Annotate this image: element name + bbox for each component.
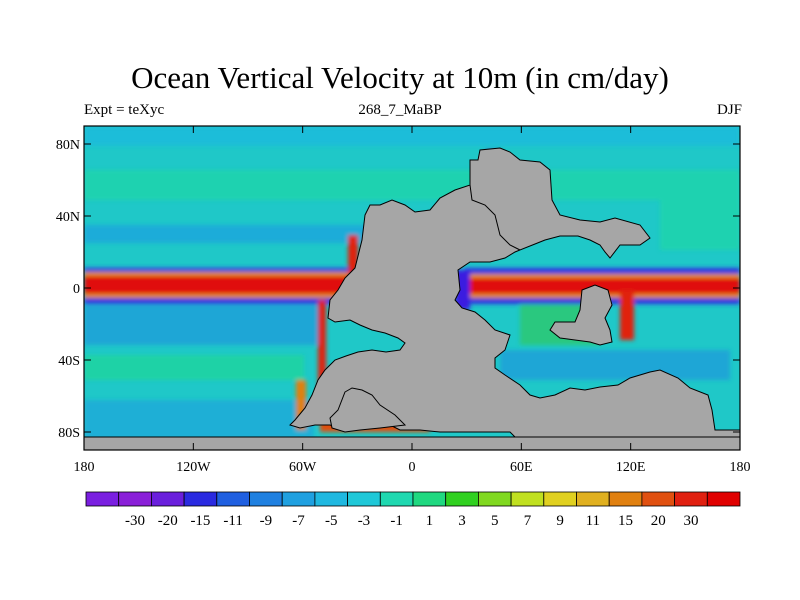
map-field <box>84 126 740 450</box>
colorbar-label: 5 <box>491 513 499 529</box>
colorbar-swatch <box>249 491 283 507</box>
colorbar-label: 30 <box>683 513 698 529</box>
lon-tick-label: 120W <box>176 460 211 475</box>
lon-tick-label: 180 <box>74 460 95 475</box>
lon-tick-label: 0 <box>409 460 416 475</box>
colorbar <box>85 491 741 507</box>
colorbar-label: -9 <box>260 513 273 529</box>
colorbar-labels: -30 -20 -15 -11 -9 -7 -5 -3 -1 1 3 5 7 9 11 15 20 30 <box>125 513 698 529</box>
lon-tick-label: 60E <box>510 460 533 475</box>
colorbar-label: 11 <box>586 513 600 529</box>
colorbar-swatch <box>314 491 348 507</box>
colorbar-label: -15 <box>190 513 210 529</box>
colorbar-label: 20 <box>651 513 666 529</box>
colorbar-label: -3 <box>358 513 371 529</box>
colorbar-swatch <box>706 491 741 507</box>
pangaea-landmass <box>289 147 740 438</box>
colorbar-swatch <box>347 491 381 507</box>
lat-tick-label: 80S <box>58 426 80 441</box>
colorbar-swatch <box>183 491 218 507</box>
colorbar-swatch <box>150 491 185 507</box>
colorbar-swatch <box>281 491 316 507</box>
colorbar-label: -5 <box>325 513 338 529</box>
colorbar-swatch <box>608 491 643 507</box>
colorbar-label: -1 <box>390 513 403 529</box>
antarctic-fragment <box>329 387 407 433</box>
east-landmass <box>549 284 613 346</box>
experiment-label: Expt = teXyc <box>84 102 165 118</box>
colorbar-label: 9 <box>556 513 564 529</box>
colorbar-swatch <box>576 491 610 507</box>
colorbar-label: -7 <box>292 513 305 529</box>
colorbar-swatch <box>445 491 479 507</box>
latitude-axis: 80N 40N 0 40S 80S <box>56 138 740 441</box>
lat-tick-label: 40S <box>58 354 80 369</box>
colorbar-label: -11 <box>223 513 242 529</box>
colorbar-swatch <box>543 491 577 507</box>
season-label: DJF <box>716 102 742 118</box>
colorbar-label: 3 <box>458 513 466 529</box>
lon-tick-label: 180 <box>730 460 751 475</box>
colorbar-swatch <box>216 491 250 507</box>
lon-tick-label: 60W <box>289 460 317 475</box>
lat-tick-label: 0 <box>73 282 80 297</box>
lat-tick-label: 80N <box>56 138 80 153</box>
plot-title: Ocean Vertical Velocity at 10m (in cm/da… <box>131 60 669 95</box>
colorbar-label: 1 <box>426 513 434 529</box>
colorbar-swatch <box>412 491 447 507</box>
colorbar-label: -30 <box>125 513 145 529</box>
lon-tick-label: 120E <box>616 460 646 475</box>
period-label: 268_7_MaBP <box>358 102 442 118</box>
colorbar-swatch <box>85 491 120 507</box>
longitude-axis: 180 120W 60W 0 60E 120E 180 <box>74 126 751 475</box>
colorbar-swatch <box>674 491 708 507</box>
colorbar-label: 15 <box>618 513 633 529</box>
colorbar-swatch <box>118 491 152 507</box>
lat-tick-label: 40N <box>56 210 80 225</box>
velocity-bands <box>84 126 740 440</box>
colorbar-label: -20 <box>158 513 178 529</box>
colorbar-swatch <box>510 491 545 507</box>
colorbar-swatch <box>477 491 512 507</box>
colorbar-swatch <box>641 491 676 507</box>
colorbar-swatch <box>379 491 414 507</box>
colorbar-label: 7 <box>524 513 532 529</box>
